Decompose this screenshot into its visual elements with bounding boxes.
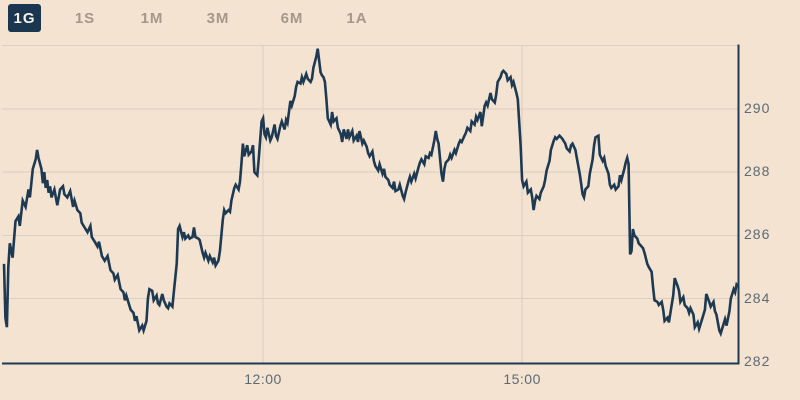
period-button-3m[interactable]: 3M (198, 4, 238, 32)
period-button-1a[interactable]: 1A (337, 4, 377, 32)
y-axis-tick-label: 284 (744, 289, 771, 306)
price-line (2, 48, 739, 338)
period-button-1s[interactable]: 1S (65, 4, 105, 32)
period-button-1m[interactable]: 1M (132, 4, 172, 32)
y-axis-tick-label: 286 (744, 226, 771, 243)
x-axis-tick-label: 12:00 (244, 371, 282, 387)
period-toolbar: 1G 1S 1M 3M 6M 1A (0, 0, 800, 40)
period-button-6m[interactable]: 6M (272, 4, 312, 32)
x-axis-tick-label: 15:00 (503, 371, 541, 387)
y-axis-tick-label: 290 (744, 99, 771, 116)
period-button-1g[interactable]: 1G (8, 4, 41, 32)
y-axis-tick-label: 282 (744, 353, 771, 369)
y-axis-tick-label: 288 (744, 163, 771, 180)
